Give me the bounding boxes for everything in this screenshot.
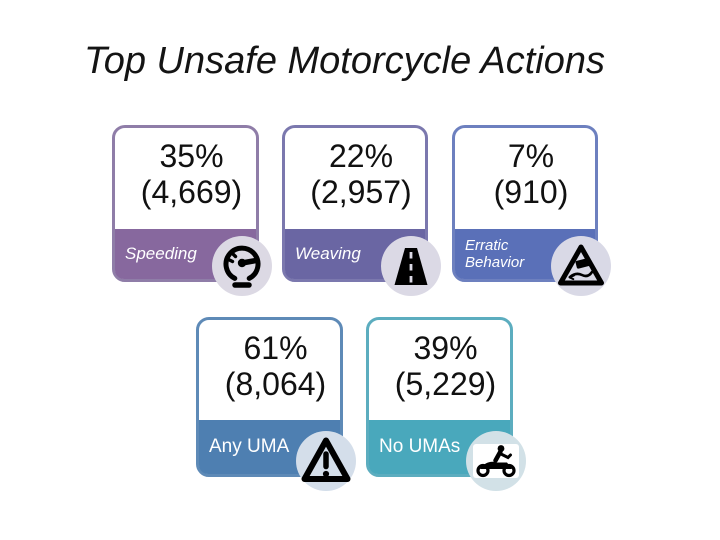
stat-card-any-uma: 61% (8,064) Any UMA (196, 317, 356, 491)
stat-percent: 7% (507, 138, 555, 174)
stat-count: (5,229) (394, 365, 497, 402)
warning-triangle-icon (296, 431, 356, 491)
stat-value: 35% (4,669) (115, 138, 256, 211)
stat-percent: 61% (243, 330, 308, 366)
slide-title: Top Unsafe Motorcycle Actions (84, 40, 605, 82)
stat-count: (2,957) (310, 173, 412, 210)
card-label: Weaving (295, 244, 361, 264)
stat-value: 22% (2,957) (285, 138, 425, 211)
stat-card-weaving: 22% (2,957) Weaving (282, 125, 441, 296)
road-icon (381, 236, 441, 296)
card-label: No UMAs (379, 436, 461, 458)
card-label: Erratic Behavior (465, 236, 525, 271)
stat-value: 39% (5,229) (369, 330, 510, 403)
card-label: Any UMA (209, 436, 290, 458)
stat-count: (910) (493, 173, 569, 210)
stat-percent: 39% (413, 330, 478, 366)
card-label: Speeding (125, 244, 197, 264)
motorcycle-icon (466, 431, 526, 491)
stat-percent: 35% (159, 138, 224, 174)
stat-count: (4,669) (140, 173, 243, 210)
stat-value: 61% (8,064) (199, 330, 340, 403)
stat-card-no-umas: 39% (5,229) No UMAs (366, 317, 526, 491)
speedometer-icon (212, 236, 272, 296)
stat-value: 7% (910) (455, 138, 595, 211)
stat-percent: 22% (328, 138, 394, 174)
stat-card-erratic-behavior: 7% (910) Erratic Behavior (452, 125, 611, 296)
stat-card-speeding: 35% (4,669) Speeding (112, 125, 272, 296)
stat-count: (8,064) (224, 365, 327, 402)
slippery-road-icon (551, 236, 611, 296)
